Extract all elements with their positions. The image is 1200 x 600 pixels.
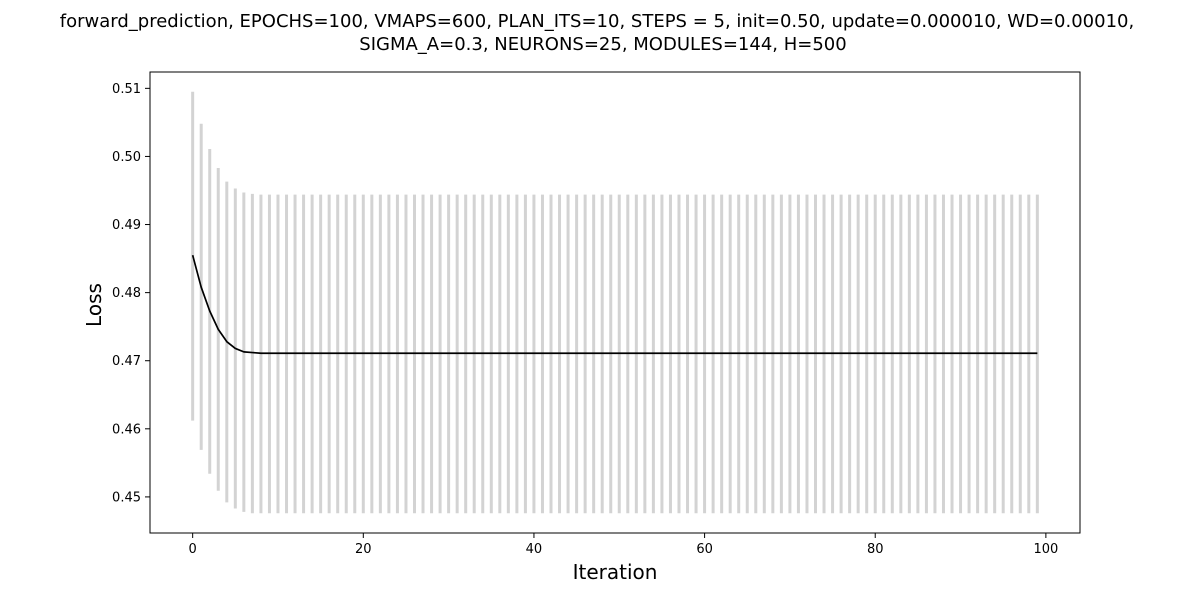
y-tick-label: 0.49 <box>112 218 141 233</box>
y-tick-label: 0.50 <box>112 150 141 165</box>
x-tick-label: 0 <box>189 542 197 557</box>
y-tick-label: 0.47 <box>112 354 141 369</box>
plot-frame <box>149 71 1081 534</box>
mean-loss-line <box>191 254 1038 355</box>
chart-title-line-2: SIGMA_A=0.3, NEURONS=25, MODULES=144, H=… <box>359 34 846 55</box>
y-axis-label: Loss <box>82 283 106 327</box>
x-tick-label: 40 <box>526 542 543 557</box>
y-axis-ticks: 0.45 0.46 0.47 0.48 0.49 0.50 0.51 <box>112 82 150 505</box>
x-tick-label: 100 <box>1033 542 1058 557</box>
chart-title-line-1: forward_prediction, EPOCHS=100, VMAPS=60… <box>60 11 1134 32</box>
y-tick-label: 0.45 <box>112 490 141 505</box>
x-tick-label: 60 <box>696 542 713 557</box>
y-tick-label: 0.48 <box>112 286 141 301</box>
y-tick-label: 0.46 <box>112 422 141 437</box>
plot-area <box>150 72 1080 533</box>
x-tick-label: 20 <box>355 542 372 557</box>
x-axis-ticks: 0 20 40 60 80 100 <box>189 533 1058 557</box>
y-tick-label: 0.51 <box>112 82 141 97</box>
x-axis-label: Iteration <box>573 560 658 584</box>
x-tick-label: 80 <box>867 542 884 557</box>
